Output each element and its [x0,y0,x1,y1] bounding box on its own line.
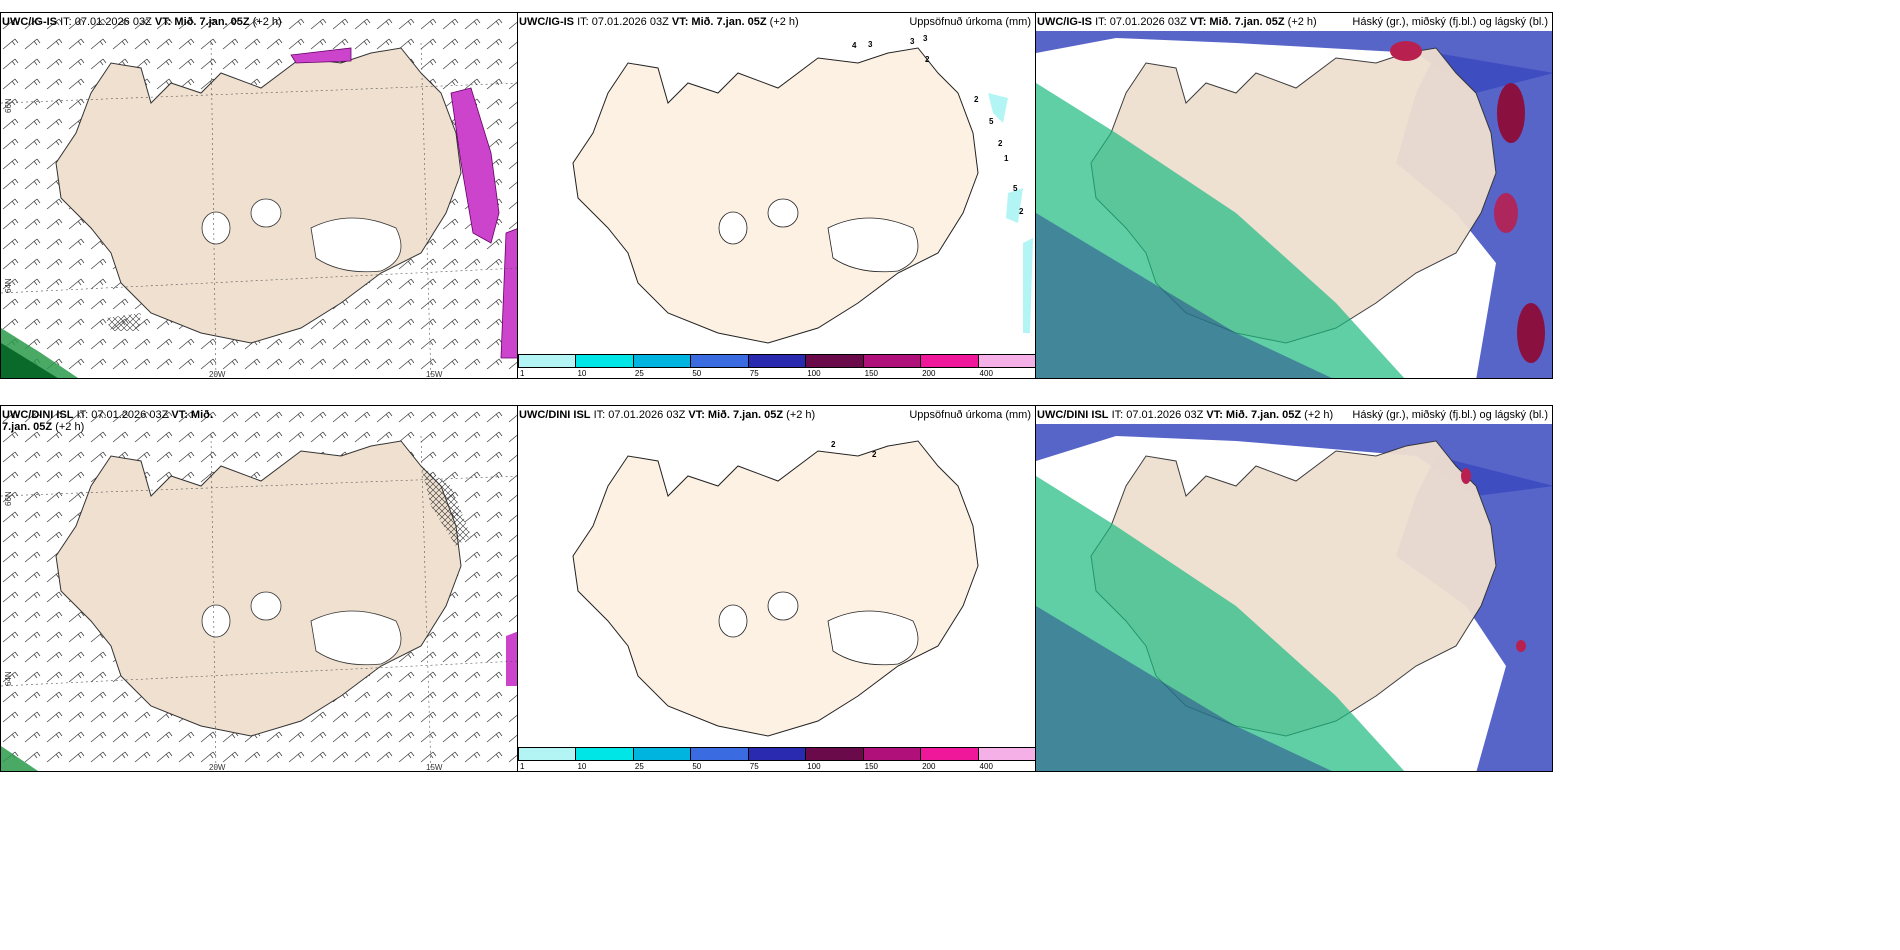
precip-map [572,440,979,737]
cloud-map [1036,406,1552,771]
precip-panel-bottom-header: UWC/DINI ISL IT: 07.01.2026 03Z VT: Mið.… [519,409,816,421]
cloud-panel-bottom: UWC/DINI ISL IT: 07.01.2026 03Z VT: Mið.… [1035,405,1553,772]
colorbar-tick: 200 [922,369,936,378]
colorbar-segment [747,354,807,368]
lat-label-64n: 64N [4,671,13,686]
colorbar-segment [977,747,1035,761]
wind-panel-bottom: UWC/DINI ISL IT: 07.01.2026 03Z VT: Mið.… [0,405,518,772]
wind-map [1,13,517,378]
colorbar-segment [575,354,634,368]
precip-label: 2 [998,139,1003,148]
precip-label: 2 [831,440,836,449]
colorbar-tick: 200 [922,762,936,771]
colorbar-segment [920,747,979,761]
lon-label-20w: 20W [209,370,226,379]
colorbar-segment [862,354,922,368]
colorbar-tick: 25 [634,369,644,378]
colorbar-tick: 75 [749,369,759,378]
colorbar-segment [747,747,807,761]
cloud-panel-bottom-title: Háský (gr.), miðský (fj.bl.) og lágský (… [1352,409,1548,421]
precip-label: 2 [925,55,930,64]
colorbar-segment [518,747,577,761]
wind-panel-bottom-header: UWC/DINI ISL IT: 07.01.2026 03Z VT: Mið.… [2,409,213,433]
colorbar-tick: 400 [979,762,993,771]
colorbar-segment [690,354,749,368]
precip-label: 2 [872,450,877,459]
iceland-coastline [572,440,979,737]
wind-panel-top: UWC/IG-IS IT: 07.01.2026 03Z VT: Mið. 7.… [0,12,518,379]
cloud-panel-bottom-header: UWC/DINI ISL IT: 07.01.2026 03Z VT: Mið.… [1037,409,1334,421]
colorbar-tick: 100 [807,762,821,771]
precip-label: 5 [1013,184,1018,193]
precip-panel-bottom-title: Uppsöfnuð úrkoma (mm) [909,409,1031,421]
precip-label: 3 [868,40,873,49]
cloud-map [1036,13,1552,378]
precip-label: 2 [974,95,979,104]
colorbar-tick: 25 [634,762,644,771]
colorbar-segment [690,747,749,761]
lat-label-66n: 66N [4,491,13,506]
colorbar-segment [632,747,692,761]
cloud-panel-top-header: UWC/IG-IS IT: 07.01.2026 03Z VT: Mið. 7.… [1037,16,1317,28]
lat-label-66n: 66N [4,98,13,113]
iceland-coastline [572,47,979,344]
precip-panel-top: UWC/IG-IS IT: 07.01.2026 03Z VT: Mið. 7.… [517,12,1036,379]
lat-label-64n: 64N [4,278,13,293]
colorbar-tick: 1 [520,762,525,771]
colorbar-tick: 150 [864,369,879,378]
wind-panel-top-header: UWC/IG-IS IT: 07.01.2026 03Z VT: Mið. 7.… [2,16,282,28]
precip-label: 1 [1004,154,1009,163]
precip-label: 2 [1019,207,1024,216]
colorbar-segment [805,747,864,761]
colorbar-tick: 150 [864,762,879,771]
colorbar-tick: 1 [520,369,525,378]
precip-label: 4 [852,41,857,50]
colorbar-segment [920,354,979,368]
lon-label-15w: 15W [426,370,443,379]
colorbar-tick: 100 [807,369,821,378]
precip-label: 5 [989,117,994,126]
colorbar-segment [977,354,1035,368]
cloud-panel-top: UWC/IG-IS IT: 07.01.2026 03Z VT: Mið. 7.… [1035,12,1553,379]
colorbar-tick: 10 [577,762,587,771]
colorbar-tick: 50 [692,369,702,378]
precip-panel-top-header: UWC/IG-IS IT: 07.01.2026 03Z VT: Mið. 7.… [519,16,799,28]
precip-label: 3 [923,34,928,43]
precip-map [572,47,1033,344]
wind-map [1,406,517,771]
cloud-panel-top-title: Háský (gr.), miðský (fj.bl.) og lágský (… [1352,16,1548,28]
colorbar-tick: 10 [577,369,587,378]
precip-colorbar: 1 10 25 50 75 100 150 200 400 [518,352,1035,378]
precip-panel-top-title: Uppsöfnuð úrkoma (mm) [909,16,1031,28]
colorbar-segment [805,354,864,368]
lon-label-20w: 20W [209,763,226,772]
colorbar-tick: 400 [979,369,993,378]
precip-panel-bottom: UWC/DINI ISL IT: 07.01.2026 03Z VT: Mið.… [517,405,1036,772]
colorbar-segment [575,747,634,761]
colorbar-tick: 50 [692,762,702,771]
colorbar-tick: 75 [749,762,759,771]
precip-colorbar: 1 10 25 50 75 100 150 200 400 [518,745,1035,771]
precip-label: 3 [910,37,915,46]
colorbar-segment [518,354,577,368]
colorbar-segment [632,354,692,368]
lon-label-15w: 15W [426,763,443,772]
colorbar-segment [862,747,922,761]
